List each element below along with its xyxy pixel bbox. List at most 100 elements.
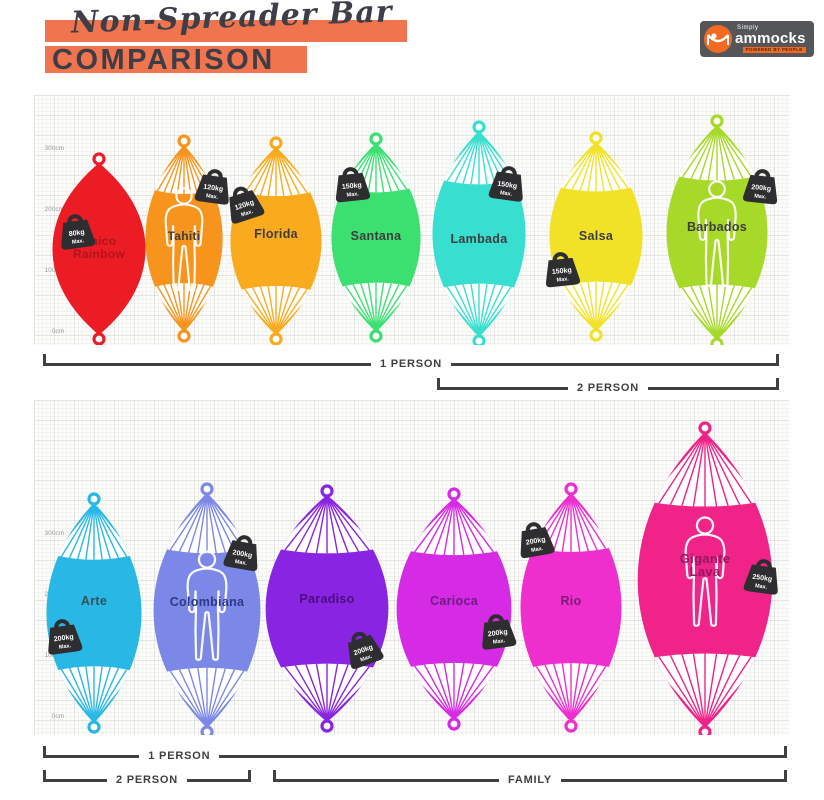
brand-logo-text: Simply ammocks POWERED BY PEOPLE (735, 25, 806, 54)
hammock-body (52, 163, 146, 335)
hammock-chart-canvas: 300cm200cm100cm0cmArte200kgMax.Colombian… (44, 421, 778, 735)
weight-limit-unit: Max. (71, 238, 84, 246)
hanging-loop-bottom (92, 332, 106, 345)
bracket-endcap (273, 770, 276, 782)
brand-tagline: POWERED BY PEOPLE (742, 46, 806, 54)
hammock-body (637, 432, 773, 728)
weight-limit-value: 200kg (53, 634, 74, 644)
title-highlight-bar-top (45, 20, 407, 42)
string-fan-bottom (150, 283, 218, 332)
bracket-label: 1 PERSON (379, 358, 443, 370)
bracket-label: FAMILY (507, 774, 553, 786)
hammock-name-label: Florida (254, 227, 299, 241)
axis-tick-label: 100cm (44, 267, 64, 274)
hammock-glyph (707, 33, 729, 45)
hammock-name-label: Tahiti (168, 229, 201, 243)
weight-limit-unit: Max. (556, 276, 569, 283)
weight-limit-unit: Max. (346, 191, 359, 198)
hanging-loop-bottom (698, 725, 712, 735)
hammock-name-label: Carioca (430, 594, 479, 608)
bracket-2-person: 2 PERSON (437, 376, 779, 394)
bracket-label: 2 PERSON (576, 382, 640, 394)
bracket-endcap (784, 746, 787, 758)
string-fan-bottom (555, 281, 637, 331)
hanging-loop-top (200, 482, 214, 496)
hammock-name-label: Colombiana (170, 595, 245, 609)
weight-limit-value: 250kg (752, 574, 773, 584)
bracket-endcap (43, 770, 46, 782)
hanging-loop-bottom (710, 337, 724, 345)
hanging-loop-bottom (472, 334, 486, 345)
hanging-loop-top (564, 482, 578, 496)
hanging-loop-top (710, 114, 724, 128)
weight-limit-unit: Max. (240, 209, 254, 219)
brand-logo: Simply ammocks POWERED BY PEOPLE (700, 21, 814, 57)
bracket-endcap (248, 770, 251, 782)
brand-suffix: ammocks (735, 29, 806, 47)
bracket-endcap (43, 354, 46, 366)
bracket-2-person: 2 PERSON (43, 768, 251, 786)
bracket-endcap (776, 354, 779, 366)
weight-limit-unit: Max. (492, 638, 505, 646)
string-fan-bottom (404, 662, 504, 720)
hanging-loop-top (589, 131, 603, 145)
bracket-1-person: 1 PERSON (43, 352, 779, 370)
axis-tick-label: 300cm (44, 145, 64, 152)
hanging-loop-top (320, 484, 334, 498)
hanging-loop-top (177, 134, 191, 148)
hanging-loop-bottom (564, 719, 578, 733)
size-chart-row-1: 300cm 200cm 100cm 0cm Chico Rainbow 80kg Max. Ta… (34, 95, 790, 345)
weight-limit-value: 200kg (232, 549, 253, 559)
string-fan-top (673, 125, 761, 181)
hanging-loop-bottom (320, 719, 334, 733)
hammock-name-label: Santana (351, 229, 402, 243)
bracket-label: 1 PERSON (148, 750, 211, 762)
hammock-name-label: Barbados (687, 220, 747, 234)
hammock-body (396, 498, 512, 720)
bracket-family: FAMILY (273, 768, 787, 786)
weight-limit-value: 200kg (751, 184, 771, 193)
person-silhouette (697, 180, 737, 287)
bracket-endcap (437, 378, 440, 390)
bracket-1-person: 1 PERSON (43, 744, 787, 762)
axis-tick-label: 200cm (44, 206, 64, 213)
string-fan-bottom (273, 663, 381, 722)
weight-limit-value: 120kg (203, 184, 224, 194)
string-fan-bottom (160, 667, 254, 728)
weight-limit-value: 150kg (342, 182, 362, 191)
person-silhouette (684, 516, 726, 627)
person-silhouette (164, 187, 204, 292)
hanging-loop-top (87, 492, 101, 506)
person-silhouette (186, 550, 228, 661)
hammock-name-label: Lambada (451, 232, 509, 246)
weight-limit-unit: Max. (754, 193, 767, 200)
string-fan-bottom (52, 666, 136, 723)
weight-limit-unit: Max. (360, 654, 374, 664)
hammock-name-label: Gigante Lava (680, 551, 731, 579)
page-title-main: COMPARISON (52, 44, 275, 76)
